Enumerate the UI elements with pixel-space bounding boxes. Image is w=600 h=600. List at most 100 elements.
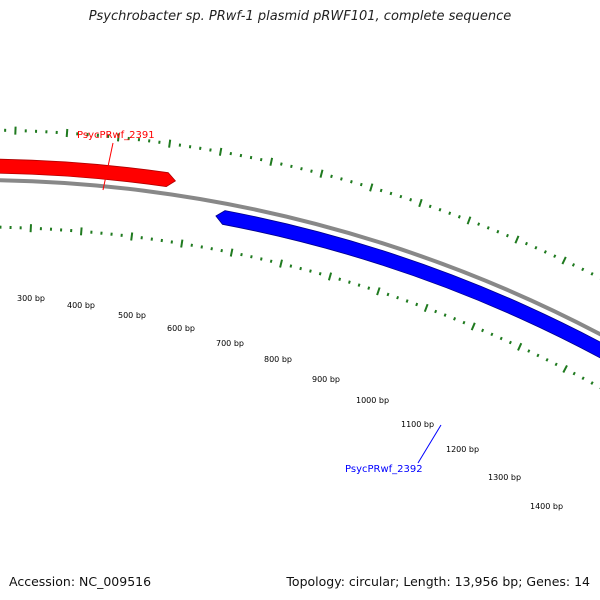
major-tick [466, 216, 472, 225]
minor-tick [229, 151, 233, 156]
major-tick [561, 256, 567, 265]
tick-label: 800 bp [264, 355, 292, 364]
minor-tick [581, 267, 585, 272]
minor-tick [553, 254, 557, 258]
minor-tick [396, 295, 400, 300]
minor-tick [239, 153, 243, 158]
minor-tick [260, 257, 263, 261]
major-tick [418, 198, 423, 208]
minor-tick [310, 169, 313, 173]
minor-tick [338, 277, 342, 281]
major-tick [218, 147, 223, 156]
accession-text: Accession: NC_009516 [9, 574, 152, 589]
minor-tick [399, 194, 403, 199]
tick-label: 900 bp [312, 375, 340, 384]
minor-tick [505, 233, 509, 238]
tick-label: 1300 bp [488, 473, 521, 482]
tick-label: 1000 bp [356, 396, 389, 405]
minor-tick [350, 180, 353, 184]
gene-arrow-psycprwf-2391[interactable] [0, 158, 177, 188]
minor-tick [457, 215, 461, 219]
major-tick [517, 342, 523, 351]
minor-tick [259, 157, 263, 162]
minor-tick [554, 362, 558, 367]
minor-tick [299, 266, 302, 271]
minor-tick [209, 148, 212, 152]
minor-tick [289, 264, 293, 268]
minor-tick [348, 280, 351, 284]
minor-tick [340, 177, 343, 181]
gene-arrow-psycprwf-2392[interactable] [215, 210, 600, 480]
minor-tick [428, 204, 432, 209]
minor-tick [379, 188, 383, 193]
minor-tick [300, 167, 303, 171]
minor-tick [330, 174, 333, 179]
minor-tick [386, 292, 390, 297]
major-tick [117, 133, 120, 142]
minor-tick [496, 229, 500, 234]
minor-tick [477, 222, 481, 226]
major-tick [470, 322, 476, 331]
minor-tick [199, 146, 202, 150]
minor-tick [571, 263, 576, 267]
minor-tick [481, 328, 485, 333]
major-tick [369, 183, 374, 192]
minor-tick [572, 371, 576, 376]
minor-tick [280, 162, 283, 166]
minor-tick [249, 155, 253, 160]
minor-tick [367, 286, 371, 290]
tick-label: 400 bp [67, 301, 95, 310]
minor-tick [499, 336, 503, 341]
tick-label: 1400 bp [530, 502, 563, 511]
minor-tick [581, 376, 585, 381]
topology-summary-text: Topology: circular; Length: 13,956 bp; G… [286, 574, 590, 589]
minor-tick [269, 259, 273, 263]
minor-tick [318, 272, 322, 276]
minor-tick [415, 302, 419, 307]
outer-tick-ring [4, 126, 600, 280]
inner-tick-ring [0, 224, 600, 390]
minor-tick [534, 245, 538, 250]
map-title: Psychrobacter sp. PRwf-1 plasmid pRWF101… [88, 9, 512, 24]
minor-tick [524, 241, 528, 246]
plasmid-backbone [0, 178, 600, 337]
gene-label-leader-psycprwf-2391 [102, 142, 114, 191]
gene-label-psycprwf-2392[interactable]: PsycPRwf_2392 [345, 464, 423, 475]
minor-tick [200, 245, 203, 249]
major-tick [514, 235, 520, 244]
minor-tick [434, 309, 438, 314]
minor-tick [443, 313, 447, 317]
major-tick [376, 287, 381, 296]
tick-label: 700 bp [216, 339, 244, 348]
major-tick [65, 128, 69, 138]
major-tick [229, 248, 234, 257]
minor-tick [405, 299, 409, 303]
gene-label-psycprwf-2391[interactable]: PsycPRwf_2391 [77, 130, 155, 141]
minor-tick [357, 283, 361, 287]
minor-tick [250, 255, 253, 259]
minor-tick [220, 248, 223, 253]
major-tick [168, 139, 172, 148]
major-tick [269, 157, 274, 166]
minor-tick [359, 182, 363, 187]
minor-tick [448, 211, 452, 216]
minor-tick [490, 332, 494, 337]
minor-tick [462, 320, 466, 325]
minor-tick [453, 317, 457, 321]
minor-tick [438, 207, 442, 212]
major-tick [80, 227, 83, 236]
minor-tick [590, 381, 594, 385]
minor-tick [527, 349, 531, 353]
minor-tick [210, 247, 213, 251]
minor-tick [389, 191, 393, 196]
major-tick [327, 272, 333, 281]
major-tick [562, 364, 568, 373]
minor-tick [508, 340, 512, 345]
minor-tick [309, 269, 312, 273]
major-tick [423, 303, 429, 313]
major-tick [180, 239, 184, 248]
major-tick [319, 169, 324, 178]
tick-label-group: 300 bp 400 bp 500 bp 600 bp 700 bp 800 bp 900 … [17, 294, 563, 511]
minor-tick [290, 164, 293, 169]
